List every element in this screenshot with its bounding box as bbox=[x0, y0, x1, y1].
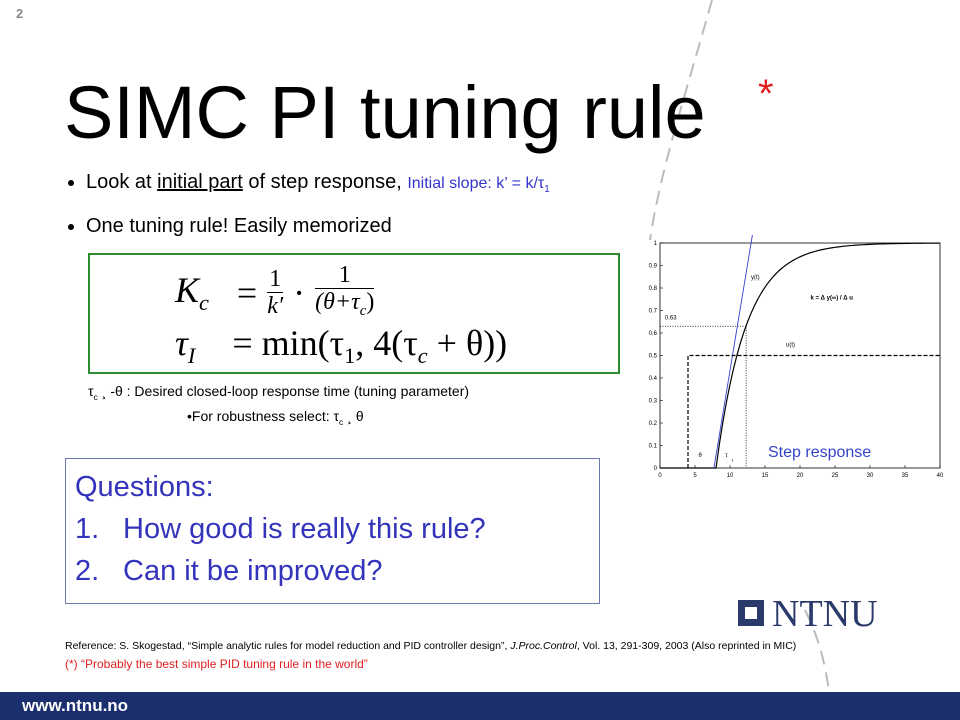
caption-bg bbox=[764, 439, 924, 463]
y-tick-label: 0.7 bbox=[649, 309, 658, 315]
y-tick-label: 0.2 bbox=[649, 421, 658, 427]
sub: c bbox=[339, 416, 344, 427]
sub: I bbox=[187, 343, 196, 369]
tangent bbox=[713, 235, 753, 469]
y-tick-label: 1 bbox=[654, 241, 658, 247]
text: , Vol. 13, 291-309, 2003 (Also reprinted… bbox=[576, 640, 797, 652]
text: Look at bbox=[86, 171, 158, 193]
text: τ bbox=[88, 383, 94, 399]
curve-label: 1 bbox=[731, 457, 734, 462]
x-tick-label: 25 bbox=[832, 473, 839, 479]
y-tick-label: 0.1 bbox=[649, 444, 658, 450]
note: Initial slope: k’ = k/τ bbox=[407, 175, 545, 192]
text: ¸ θ bbox=[343, 408, 364, 424]
y-tick-label: 0.8 bbox=[649, 286, 658, 292]
note-sub: 1 bbox=[544, 184, 550, 196]
y-tick-label: 0.4 bbox=[649, 376, 658, 382]
input-step bbox=[687, 354, 940, 468]
response-curve bbox=[660, 242, 941, 469]
y-tick-label: 0 bbox=[654, 466, 658, 472]
logo-icon bbox=[738, 600, 764, 626]
note: τc ¸ -θ : Desired closed-loop response t… bbox=[88, 383, 469, 402]
text: Reference: S. Skogestad, “Simple analyti… bbox=[65, 640, 511, 652]
formula-line: τI = min(τ1, 4(τc + θ)) bbox=[175, 322, 507, 369]
text: •For robustness select: τ bbox=[187, 408, 340, 424]
item: How good is really this rule? bbox=[123, 513, 486, 545]
sym: = bbox=[236, 272, 258, 313]
curve-label: y(t) bbox=[751, 275, 760, 281]
curve-label: k = Δ y(∞) / Δ u bbox=[811, 295, 854, 301]
text: of step response, bbox=[242, 171, 408, 193]
item-number: 2. bbox=[75, 555, 100, 587]
sub: c bbox=[199, 290, 209, 316]
bullet: Look at initial part of step response, I… bbox=[86, 164, 550, 208]
sym: = bbox=[232, 323, 253, 363]
reference: Reference: S. Skogestad, “Simple analyti… bbox=[65, 640, 796, 652]
sym: τ bbox=[175, 323, 188, 363]
sub: c bbox=[359, 302, 367, 319]
x-tick-label: 30 bbox=[867, 473, 874, 479]
sym: min(τ bbox=[261, 323, 345, 363]
formula-line: Kc = 1 k′ · 1 (θ+τc) bbox=[175, 262, 375, 324]
y-tick-label: 0.5 bbox=[649, 354, 658, 360]
num: 1 bbox=[338, 262, 351, 288]
formula-box bbox=[88, 253, 620, 374]
sub: c bbox=[417, 343, 428, 369]
journal: J.Proc.Control bbox=[510, 640, 577, 652]
num: 1 bbox=[269, 266, 282, 293]
footer-url: www.ntnu.no bbox=[22, 696, 129, 715]
sub: c bbox=[93, 391, 98, 402]
bullets: Look at initial part of step response, I… bbox=[44, 164, 550, 244]
text: initial part bbox=[157, 171, 243, 193]
curve-label: u(t) bbox=[786, 343, 795, 349]
den: (θ+τ bbox=[315, 289, 360, 315]
sym: · bbox=[293, 272, 306, 313]
den: ) bbox=[366, 289, 375, 315]
item: Can it be improved? bbox=[123, 555, 383, 587]
logo-text: NTNU bbox=[772, 593, 878, 635]
level-guide bbox=[660, 325, 747, 468]
heading: Questions: bbox=[75, 471, 214, 503]
page-number: 2 bbox=[16, 6, 24, 21]
sub: 1 bbox=[344, 343, 356, 369]
footer-bar: www.ntnu.no bbox=[0, 692, 960, 720]
bullet: One tuning rule! Easily memorized bbox=[86, 208, 550, 244]
sym: + θ)) bbox=[427, 323, 508, 363]
deco-curve bbox=[649, 0, 713, 241]
den: k′ bbox=[267, 292, 284, 320]
sym: , 4(τ bbox=[355, 323, 418, 363]
caption: Step response bbox=[768, 444, 871, 461]
x-tick-label: 35 bbox=[902, 473, 909, 479]
x-tick-label: 15 bbox=[762, 473, 769, 479]
x-tick-label: 40 bbox=[937, 473, 944, 479]
questions-box: Questions: 1. How good is really this ru… bbox=[65, 458, 600, 604]
x-tick-label: 5 bbox=[693, 473, 697, 479]
item-number: 1. bbox=[75, 513, 100, 545]
x-tick-label: 10 bbox=[727, 473, 734, 479]
text: ¸ -θ : Desired closed-loop response time… bbox=[97, 383, 470, 399]
footnote: (*) “Probably the best simple PID tuning… bbox=[65, 657, 368, 671]
curve-label: τ bbox=[725, 453, 728, 459]
step-response-figure: 0 5 10 15 20 25 30 35 40 0 0.1 0.2 0.3 0.4 0.5 0.6 0.7 0.… bbox=[649, 235, 944, 479]
curve-label: 0.63 bbox=[665, 316, 677, 322]
title-mark: * bbox=[758, 72, 774, 116]
note: •For robustness select: τc ¸ θ bbox=[187, 408, 364, 427]
x-tick-label: 0 bbox=[658, 473, 662, 479]
y-tick-label: 0.6 bbox=[649, 331, 658, 337]
y-tick-label: 0.9 bbox=[649, 264, 658, 270]
sym: K bbox=[175, 270, 200, 311]
title: SIMC PI tuning rule bbox=[64, 71, 706, 154]
curve-label: θ bbox=[699, 453, 703, 459]
y-tick-label: 0.3 bbox=[649, 399, 658, 405]
x-tick-label: 20 bbox=[797, 473, 804, 479]
